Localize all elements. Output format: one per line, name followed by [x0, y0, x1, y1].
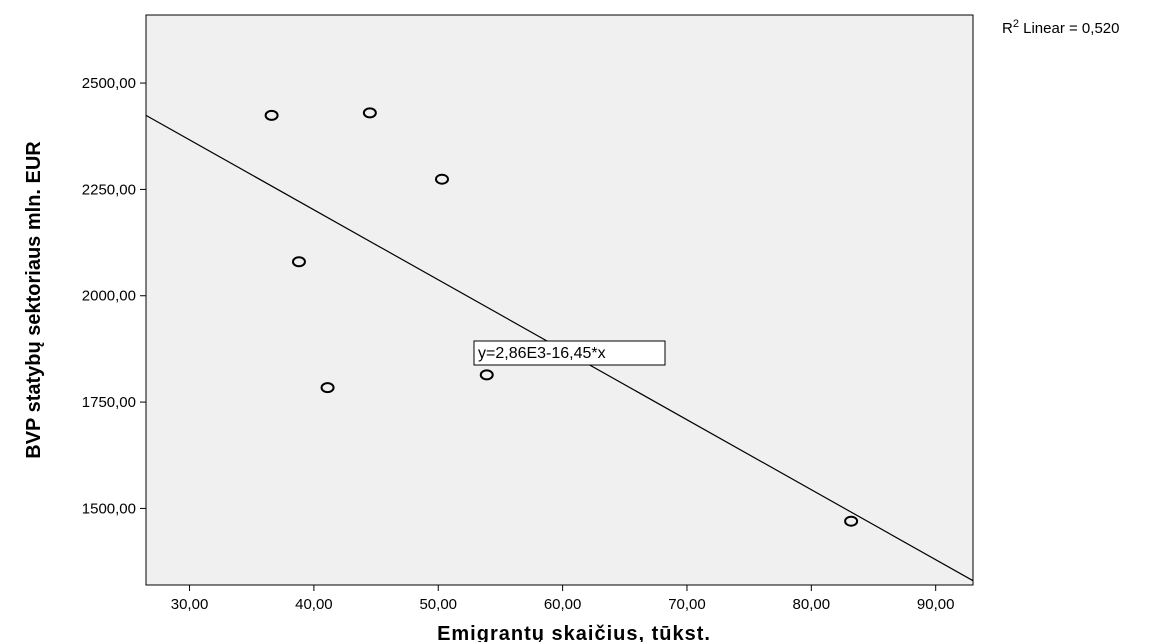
x-tick-label: 90,00 [917, 596, 955, 613]
y-axis-title: BVP statybų sektoriaus mln. EUR [23, 141, 45, 459]
data-point [320, 382, 335, 394]
data-point [844, 515, 859, 527]
data-point [434, 173, 449, 185]
x-tick-label: 30,00 [171, 596, 209, 613]
x-tick-label: 40,00 [295, 596, 333, 613]
x-tick-label: 80,00 [793, 596, 831, 613]
data-point [479, 369, 494, 381]
fit-equation-box: y=2,86E3-16,45*x [473, 340, 666, 366]
data-point [362, 107, 377, 119]
y-tick-label: 2250,00 [82, 181, 136, 198]
x-tick-label: 60,00 [544, 596, 582, 613]
y-tick-label: 1500,00 [82, 500, 136, 517]
data-point [291, 256, 306, 268]
y-tick-label: 1750,00 [82, 394, 136, 411]
x-tick-label: 50,00 [419, 596, 457, 613]
y-tick-label: 2500,00 [82, 75, 136, 92]
x-axis-title: Emigrantų skaičius, tūkst. [437, 623, 711, 642]
data-point [264, 109, 279, 121]
y-tick-label: 2000,00 [82, 288, 136, 305]
plot-area [145, 14, 974, 586]
fit-equation-label: y=2,86E3-16,45*x [478, 345, 606, 362]
x-tick-label: 70,00 [668, 596, 706, 613]
r2-label: R2 Linear = 0,520 [1002, 18, 1119, 37]
